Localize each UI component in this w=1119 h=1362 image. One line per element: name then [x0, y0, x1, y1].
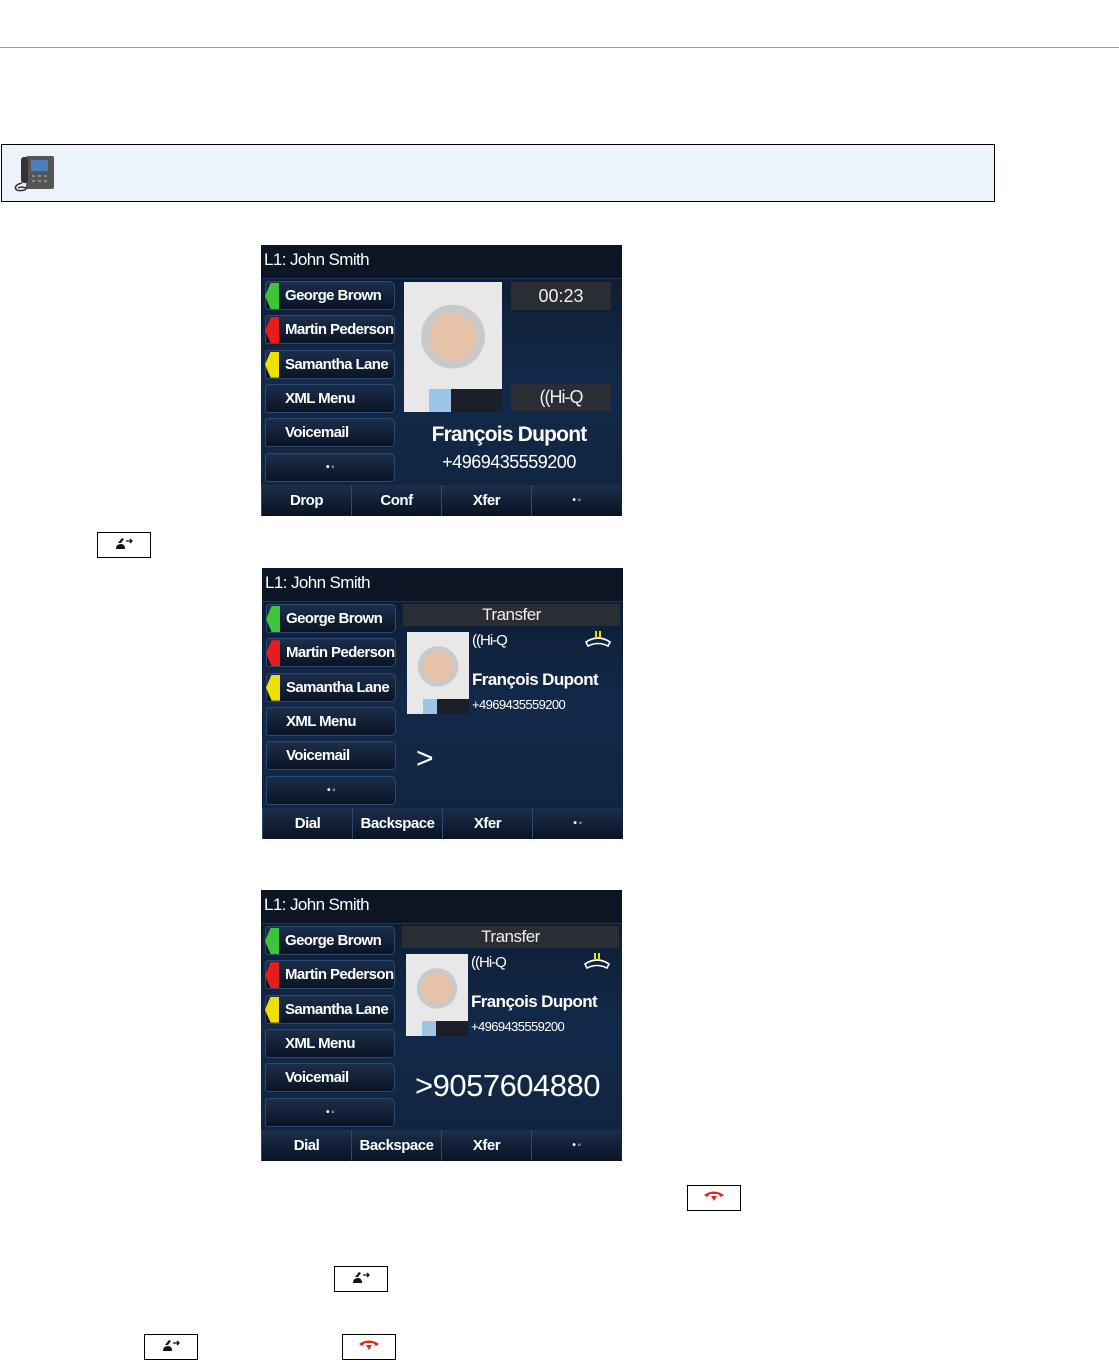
line-key-label: Samantha Lane	[285, 1000, 389, 1018]
caller-name: François Dupont	[471, 992, 598, 1011]
call-timer: 00:23	[511, 282, 611, 310]
line-key-label: George Brown	[286, 610, 383, 627]
caller-number: +4969435559200	[471, 1019, 565, 1034]
presence-indicator	[265, 928, 279, 954]
presence-indicator	[266, 640, 280, 667]
transfer-key-button	[97, 532, 151, 558]
hiq-badge: ((Hi-Q	[511, 384, 611, 411]
line-key-label: XML Menu	[285, 1034, 356, 1052]
line-key[interactable]: XML Menu	[265, 383, 395, 413]
line-key[interactable]: • ◦	[265, 452, 395, 482]
line-key[interactable]: • ◦	[266, 775, 396, 805]
header-rule	[0, 47, 1119, 48]
line-key[interactable]: George Brown	[265, 926, 395, 955]
hold-handset-icon	[583, 952, 611, 975]
dial-entry[interactable]: >9057604880	[415, 1068, 601, 1103]
line-label: L1: John Smith	[264, 895, 370, 914]
softkey[interactable]: Dial	[261, 1130, 351, 1161]
transfer-key-button	[144, 1334, 198, 1360]
line-key[interactable]: XML Menu	[266, 706, 396, 736]
end-call-key-button	[342, 1334, 396, 1360]
transfer-header: Transfer	[403, 604, 620, 626]
presence-indicator	[265, 283, 279, 309]
line-key-label: Martin Pederson	[285, 321, 394, 339]
presence-indicator	[265, 351, 279, 378]
line-key[interactable]: George Brown	[266, 604, 396, 633]
title-bar	[262, 568, 623, 602]
line-key-label: Samantha Lane	[285, 355, 389, 373]
line-key-label: George Brown	[285, 287, 382, 304]
title-bar	[261, 245, 622, 279]
transfer-key-icon	[351, 1270, 371, 1289]
title-bar	[261, 890, 622, 924]
line-key-label: George Brown	[285, 932, 382, 949]
caller-photo	[407, 632, 469, 714]
line-key[interactable]: Samantha Lane	[265, 349, 395, 379]
caller-photo	[404, 282, 502, 412]
end-call-key-icon	[703, 1189, 725, 1208]
presence-indicator	[266, 606, 280, 632]
presence-indicator	[265, 962, 279, 989]
presence-indicator	[265, 996, 279, 1023]
hiq-badge: ((Hi-Q	[471, 954, 507, 971]
caller-photo	[406, 954, 468, 1036]
line-key-label: XML Menu	[286, 712, 357, 730]
line-key-label: Martin Pederson	[286, 644, 395, 662]
line-key[interactable]: Voicemail	[265, 418, 395, 448]
softkey[interactable]: Conf	[351, 485, 441, 516]
presence-indicator	[266, 674, 280, 701]
line-key-label: • ◦	[325, 461, 335, 473]
caller-name: François Dupont	[431, 423, 588, 446]
dial-entry[interactable]: >	[416, 742, 434, 775]
line-key[interactable]: George Brown	[265, 281, 395, 310]
line-key-label: • ◦	[325, 1106, 335, 1118]
softkey[interactable]: • ◦	[532, 808, 622, 839]
phone-screen: L1: John Smith George Brown Martin Pederso…	[261, 245, 622, 516]
phone-screen: L1: John Smith George Brown Martin Pederso…	[261, 890, 622, 1161]
line-key[interactable]: • ◦	[265, 1097, 395, 1127]
desk-phone-icon	[14, 156, 54, 192]
softkey[interactable]: • ◦	[531, 1130, 621, 1161]
line-label: L1: John Smith	[264, 250, 370, 269]
line-key[interactable]: Samantha Lane	[266, 672, 396, 702]
line-key-label: Voicemail	[285, 1069, 349, 1087]
presence-indicator	[265, 317, 279, 344]
softkey[interactable]: Dial	[262, 808, 352, 839]
phone-screen: L1: John Smith George Brown Martin Pederso…	[262, 568, 623, 839]
line-key-label: Voicemail	[285, 424, 349, 442]
line-key[interactable]: Samantha Lane	[265, 994, 395, 1024]
transfer-key-icon	[161, 1338, 181, 1357]
hiq-badge: ((Hi-Q	[472, 632, 508, 649]
softkey[interactable]: Xfer	[441, 1130, 531, 1161]
end-call-key-icon	[358, 1338, 380, 1357]
caller-number: +4969435559200	[472, 697, 566, 712]
line-key[interactable]: Martin Pederson	[266, 638, 396, 668]
line-key[interactable]: XML Menu	[265, 1028, 395, 1058]
softkey[interactable]: Backspace	[351, 1130, 441, 1161]
transfer-key-button	[334, 1266, 388, 1292]
softkey[interactable]: • ◦	[531, 485, 621, 516]
hold-handset-icon	[584, 630, 612, 653]
line-label: L1: John Smith	[265, 573, 371, 592]
line-key[interactable]: Voicemail	[265, 1063, 395, 1093]
line-key-label: Samantha Lane	[286, 678, 390, 696]
transfer-key-icon	[114, 536, 134, 555]
softkey[interactable]: Drop	[261, 485, 351, 516]
softkey[interactable]: Xfer	[442, 808, 532, 839]
transfer-header: Transfer	[402, 926, 619, 948]
line-key[interactable]: Martin Pederson	[265, 315, 395, 345]
line-key[interactable]: Martin Pederson	[265, 960, 395, 990]
softkey[interactable]: Xfer	[441, 485, 531, 516]
note-box	[1, 144, 995, 202]
softkey[interactable]: Backspace	[352, 808, 442, 839]
line-key[interactable]: Voicemail	[266, 741, 396, 771]
caller-number: +4969435559200	[442, 452, 576, 472]
line-key-label: Voicemail	[286, 747, 350, 765]
line-key-label: • ◦	[326, 784, 336, 796]
caller-name: François Dupont	[472, 670, 599, 689]
end-call-key-button	[687, 1185, 741, 1211]
line-key-label: Martin Pederson	[285, 966, 394, 984]
line-key-label: XML Menu	[285, 389, 356, 407]
